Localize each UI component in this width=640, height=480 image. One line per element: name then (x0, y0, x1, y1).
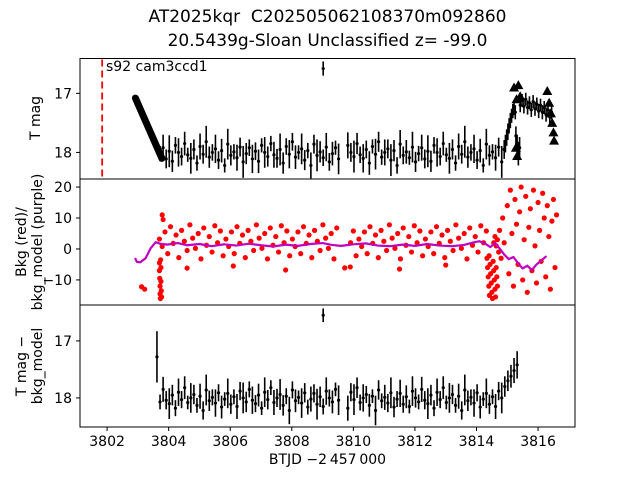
figure-title-line1: AT2025kqr C202505062108370m092860 (148, 7, 507, 27)
svg-text:3806: 3806 (212, 434, 248, 450)
figure-title-line2: 20.5439g-Sloan Unclassified z= -99.0 (167, 31, 488, 51)
svg-text:3810: 3810 (336, 434, 372, 450)
svg-text:3804: 3804 (151, 434, 187, 450)
ramp-streak (131, 94, 166, 162)
svg-text:3816: 3816 (520, 434, 556, 450)
background-red-points (138, 184, 560, 302)
svg-text:10: 10 (54, 211, 72, 227)
svg-text:18: 18 (54, 145, 72, 161)
svg-text:3808: 3808 (274, 434, 310, 450)
svg-text:−10: −10 (42, 273, 72, 289)
svg-text:3814: 3814 (459, 434, 495, 450)
panel-middle-yticks: 20 10 0 −10 (42, 180, 80, 289)
panel-bottom-data (155, 308, 519, 426)
upper-limit-triangles (509, 80, 560, 160)
panel-top-data (101, 59, 560, 179)
svg-text:20: 20 (54, 180, 72, 196)
svg-text:3802: 3802 (89, 434, 125, 450)
panel-middle-data (134, 184, 560, 302)
x-axis-ticks: 3802 3804 3806 3808 3810 3812 3814 3816 (89, 427, 556, 450)
panel-bottom-frame (79, 304, 576, 428)
bkg-model-purple-line (134, 240, 547, 272)
svg-text:17: 17 (54, 334, 72, 350)
panel-middle-frame (79, 178, 576, 306)
svg-text:0: 0 (63, 242, 72, 258)
svg-text:3812: 3812 (397, 434, 433, 450)
svg-text:17: 17 (54, 86, 72, 102)
x-axis-label-btjd: BTJD −2 457 000 (268, 452, 387, 468)
sector-camera-annotation: s92 cam3ccd1 (106, 59, 208, 75)
svg-text:18: 18 (54, 391, 72, 407)
